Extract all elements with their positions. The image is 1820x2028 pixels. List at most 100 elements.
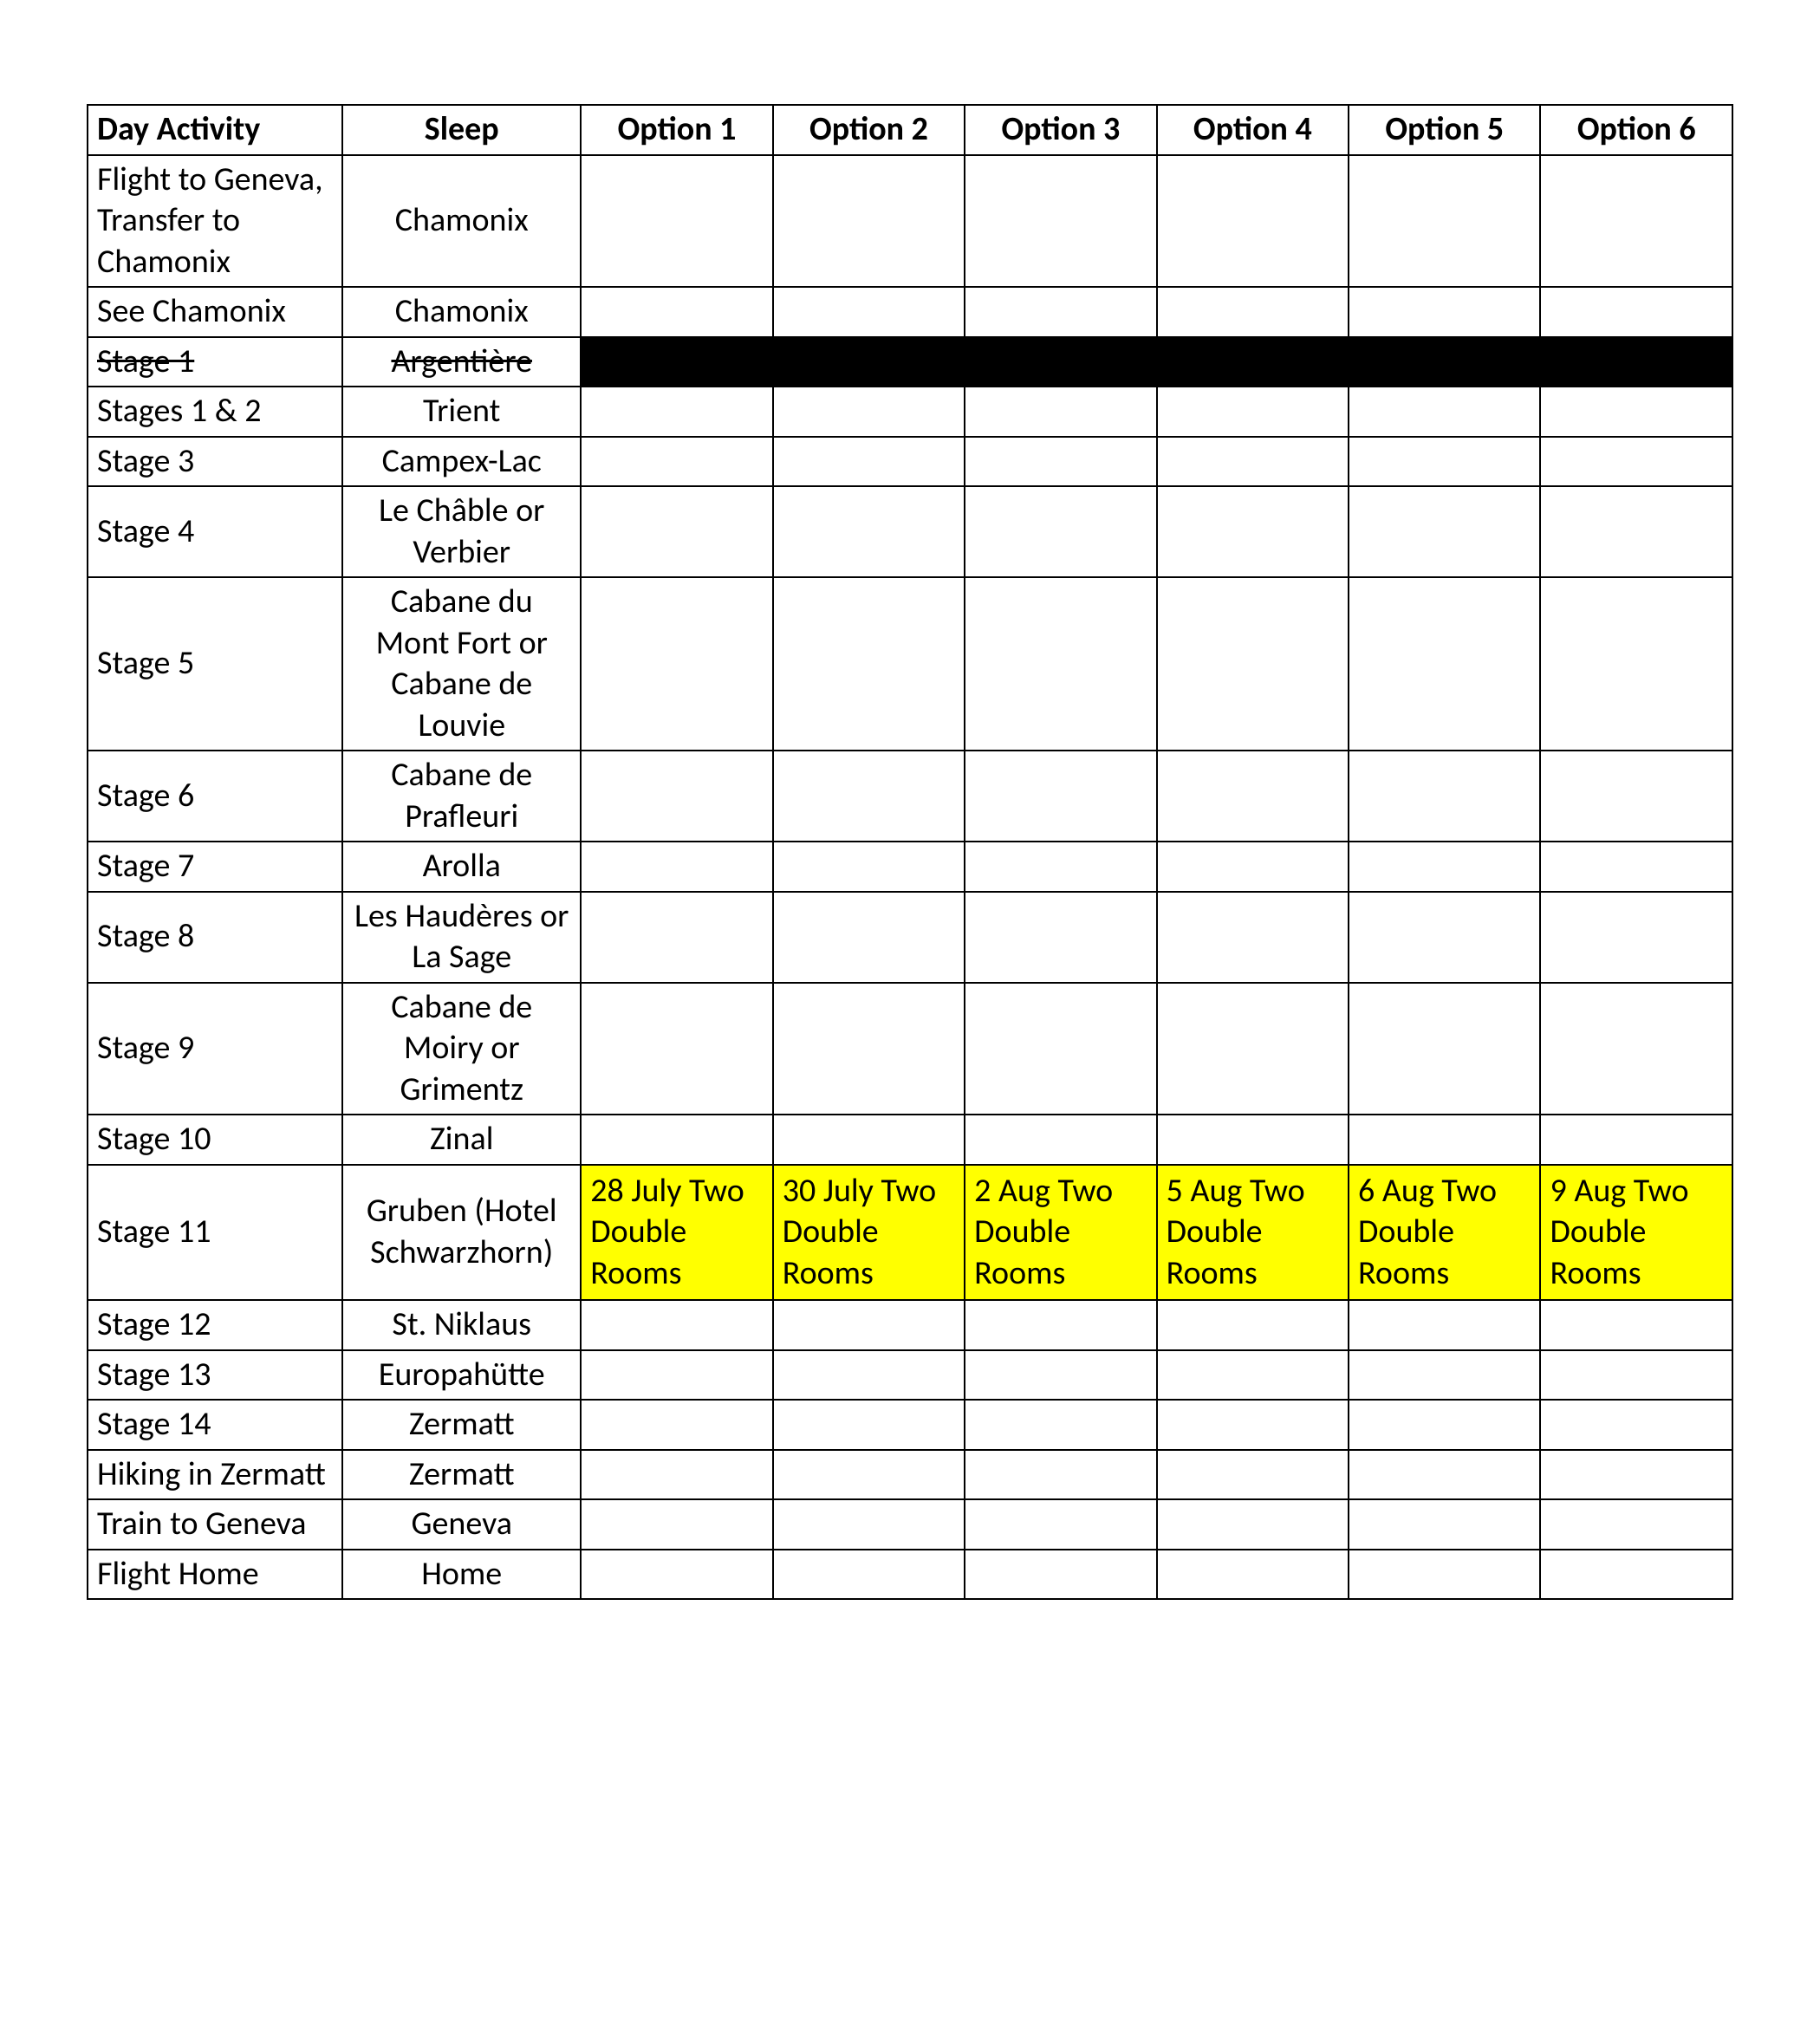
page: Day Activity Sleep Option 1 Option 2 Opt… <box>0 0 1820 1773</box>
option-cell <box>1349 1115 1540 1165</box>
option-cell <box>1157 1400 1349 1450</box>
option-cell <box>1157 337 1349 387</box>
option-cell <box>1540 577 1732 751</box>
table-row: Stage 4Le Châble or Verbier <box>88 486 1732 577</box>
sleep-cell: St. Niklaus <box>342 1300 581 1350</box>
header-option-2: Option 2 <box>773 105 965 155</box>
option-cell <box>1349 1350 1540 1401</box>
activity-cell: Hiking in Zermatt <box>88 1450 342 1500</box>
option-cell <box>773 842 965 892</box>
option-cell <box>1540 1550 1732 1600</box>
sleep-cell: Chamonix <box>342 287 581 337</box>
option-cell <box>581 387 772 437</box>
table-row: Stages 1 & 2Trient <box>88 387 1732 437</box>
sleep-cell: Chamonix <box>342 155 581 288</box>
option-cell <box>965 751 1156 842</box>
option-cell <box>773 892 965 983</box>
table-row: Stage 14Zermatt <box>88 1400 1732 1450</box>
option-cell <box>581 751 772 842</box>
activity-cell: Stage 5 <box>88 577 342 751</box>
option-cell <box>773 1350 965 1401</box>
option-cell <box>1157 437 1349 487</box>
option-cell: 30 July Two Double Rooms <box>773 1165 965 1301</box>
option-cell <box>1540 1400 1732 1450</box>
option-cell <box>1540 842 1732 892</box>
sleep-cell: Trient <box>342 387 581 437</box>
option-cell <box>965 1350 1156 1401</box>
sleep-cell: Europahütte <box>342 1350 581 1401</box>
option-cell <box>1540 751 1732 842</box>
option-cell <box>773 437 965 487</box>
option-cell <box>773 1499 965 1550</box>
sleep-cell: Geneva <box>342 1499 581 1550</box>
option-cell <box>965 486 1156 577</box>
table-row: Train to GenevaGeneva <box>88 1499 1732 1550</box>
table-row: Stage 5Cabane du Mont Fort or Cabane de … <box>88 577 1732 751</box>
option-cell <box>1540 1499 1732 1550</box>
activity-cell: Stage 9 <box>88 983 342 1115</box>
option-cell <box>1157 1499 1349 1550</box>
table-row: Stage 6Cabane de Prafleuri <box>88 751 1732 842</box>
sleep-cell: Le Châble or Verbier <box>342 486 581 577</box>
option-cell: 2 Aug Two Double Rooms <box>965 1165 1156 1301</box>
option-cell: 5 Aug Two Double Rooms <box>1157 1165 1349 1301</box>
option-cell <box>581 1499 772 1550</box>
activity-cell: Flight Home <box>88 1550 342 1600</box>
activity-cell: See Chamonix <box>88 287 342 337</box>
option-cell <box>581 577 772 751</box>
table-row: Stage 10Zinal <box>88 1115 1732 1165</box>
table-row: Stage 1Argentière <box>88 337 1732 387</box>
table-row: Stage 13Europahütte <box>88 1350 1732 1401</box>
option-cell <box>1157 1450 1349 1500</box>
option-cell <box>581 892 772 983</box>
option-cell <box>773 387 965 437</box>
option-cell <box>965 155 1156 288</box>
activity-cell: Stage 1 <box>88 337 342 387</box>
option-cell <box>1540 1350 1732 1401</box>
option-cell <box>1157 751 1349 842</box>
option-cell <box>773 577 965 751</box>
activity-cell: Stage 6 <box>88 751 342 842</box>
option-cell <box>773 287 965 337</box>
activity-cell: Train to Geneva <box>88 1499 342 1550</box>
option-cell <box>581 842 772 892</box>
sleep-cell: Cabane du Mont Fort or Cabane de Louvie <box>342 577 581 751</box>
option-cell <box>1540 1300 1732 1350</box>
option-cell <box>1157 577 1349 751</box>
activity-cell: Stage 11 <box>88 1165 342 1301</box>
option-cell <box>1540 337 1732 387</box>
option-cell <box>581 337 772 387</box>
option-cell <box>965 287 1156 337</box>
table-row: Stage 7Arolla <box>88 842 1732 892</box>
option-cell: 9 Aug Two Double Rooms <box>1540 1165 1732 1301</box>
activity-cell: Stage 12 <box>88 1300 342 1350</box>
option-cell <box>1349 337 1540 387</box>
table-row: Stage 11Gruben (Hotel Schwarzhorn)28 Jul… <box>88 1165 1732 1301</box>
option-cell: 6 Aug Two Double Rooms <box>1349 1165 1540 1301</box>
option-cell <box>581 437 772 487</box>
header-option-1: Option 1 <box>581 105 772 155</box>
option-cell <box>1349 751 1540 842</box>
header-option-6: Option 6 <box>1540 105 1732 155</box>
itinerary-table: Day Activity Sleep Option 1 Option 2 Opt… <box>87 104 1733 1600</box>
option-cell: 28 July Two Double Rooms <box>581 1165 772 1301</box>
option-cell <box>1157 1300 1349 1350</box>
option-cell <box>1157 287 1349 337</box>
sleep-cell: Les Haudères or La Sage <box>342 892 581 983</box>
activity-cell: Stage 8 <box>88 892 342 983</box>
option-cell <box>581 1450 772 1500</box>
option-cell <box>1349 983 1540 1115</box>
option-cell <box>965 1115 1156 1165</box>
header-sleep: Sleep <box>342 105 581 155</box>
activity-cell: Stage 3 <box>88 437 342 487</box>
sleep-cell: Gruben (Hotel Schwarzhorn) <box>342 1165 581 1301</box>
option-cell <box>965 387 1156 437</box>
activity-cell: Stage 4 <box>88 486 342 577</box>
option-cell <box>1157 155 1349 288</box>
option-cell <box>1349 842 1540 892</box>
option-cell <box>773 1400 965 1450</box>
option-cell <box>1540 387 1732 437</box>
option-cell <box>773 155 965 288</box>
option-cell <box>1157 1350 1349 1401</box>
option-cell <box>1349 1499 1540 1550</box>
